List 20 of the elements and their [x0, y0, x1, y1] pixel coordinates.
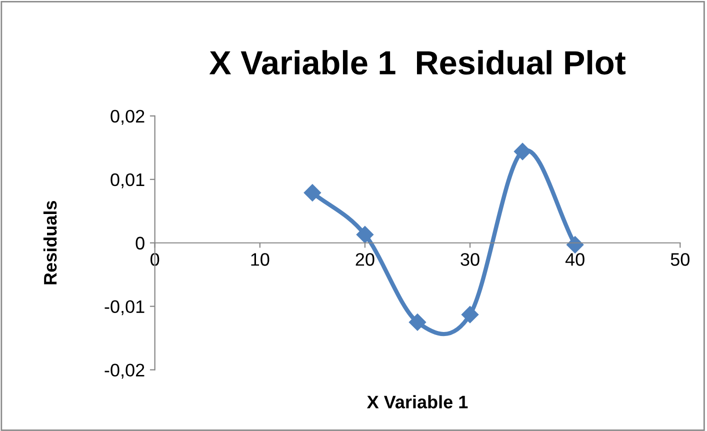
x-tick-label: 30 — [460, 253, 480, 266]
y-axis-title: Residuals — [43, 200, 57, 284]
x-tick-label: 20 — [356, 253, 374, 266]
point — [304, 184, 321, 202]
point — [566, 236, 584, 254]
y-tick-label: 0,01 — [110, 173, 144, 188]
y-tick-label: 0 — [136, 236, 144, 250]
x-axis-title: X Variable 1 — [366, 395, 468, 408]
x-tick-label: 40 — [565, 253, 584, 266]
point — [461, 306, 479, 324]
y-tick-label: -0,02 — [104, 364, 144, 379]
point — [408, 314, 426, 331]
chart-title: X Variable 1 Residual Plot — [209, 50, 626, 75]
x-tick-label: 10 — [251, 253, 270, 266]
y-tick-label: 0,02 — [110, 110, 144, 125]
x-tick-label: 0 — [150, 253, 160, 266]
point — [356, 226, 374, 244]
y-tick-label: -0,01 — [104, 300, 144, 316]
point — [514, 142, 532, 160]
x-tick-label: 50 — [670, 253, 690, 266]
